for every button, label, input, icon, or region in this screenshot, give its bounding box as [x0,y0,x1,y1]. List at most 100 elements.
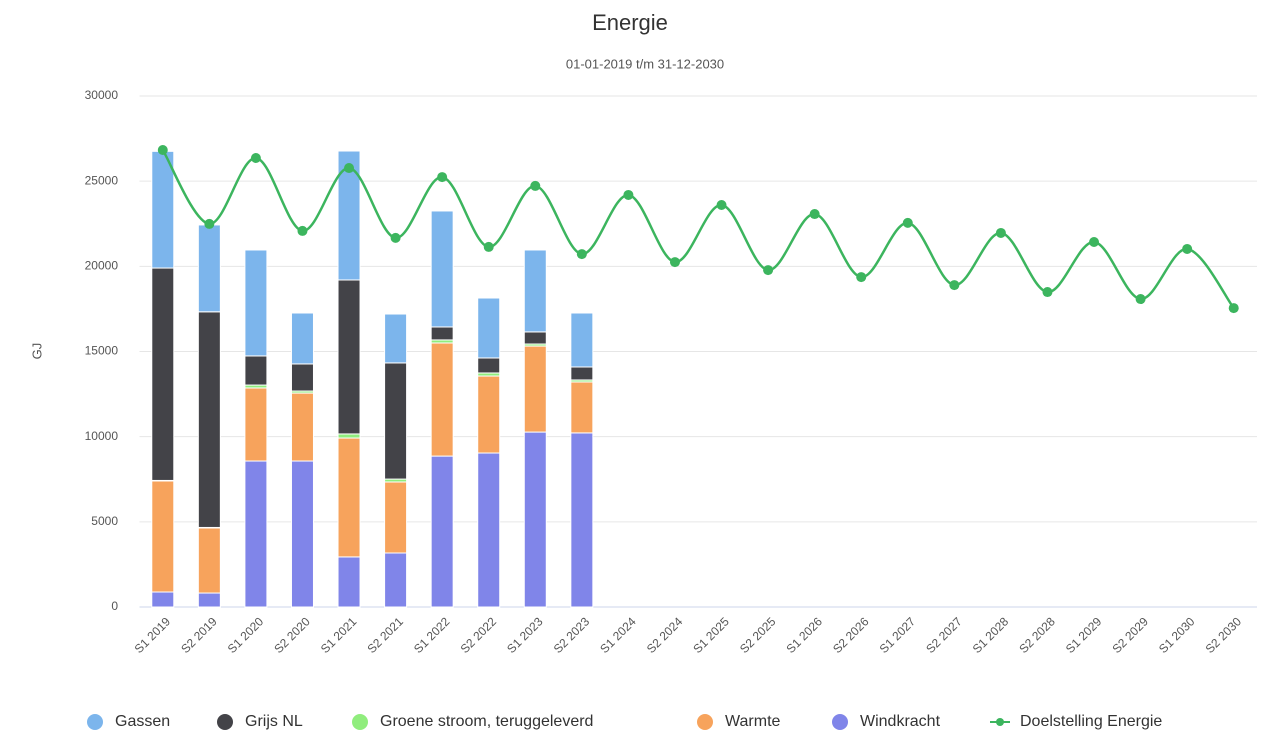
y-tick-label: 25000 [85,173,119,187]
legend-symbol [996,718,1004,726]
legend-label: Warmte [725,713,781,730]
line-marker [204,218,215,229]
x-tick-label: S1 2019 [132,614,174,656]
line-marker [716,200,727,211]
y-tick-label: 0 [111,599,118,613]
bar-segment [197,224,221,313]
bar-segment [290,363,314,392]
line-marker [763,265,774,276]
line-marker [1182,243,1193,254]
x-tick-label: S2 2027 [923,614,965,656]
line-marker [297,225,308,236]
legend-label: Doelstelling Energie [1020,713,1162,730]
x-tick-label: S1 2027 [877,614,919,656]
line-marker [902,217,913,228]
line-marker [576,249,587,260]
line-marker [344,163,355,174]
bar-segment [244,249,268,357]
line-marker [949,280,960,291]
x-tick-label: S1 2021 [318,614,360,656]
line-marker [1089,236,1100,247]
chart-title: Energie [592,10,668,35]
x-tick-label: S1 2029 [1063,614,1105,656]
legend-label: Groene stroom, teruggeleverd [380,713,593,730]
bar-segment [570,366,594,381]
line-marker [809,209,820,220]
x-tick-label: S1 2023 [504,614,546,656]
x-tick-label: S2 2023 [551,614,593,656]
bar-segment [290,460,314,608]
bar-segment [430,342,454,457]
x-tick-label: S1 2022 [411,614,453,656]
y-tick-label: 20000 [85,259,119,273]
legend-symbol [217,714,233,730]
bar-segment [570,432,594,608]
bar-segment [523,331,547,345]
bar-segment [244,355,268,386]
chart-subtitle: 01-01-2019 t/m 31-12-2030 [566,56,724,71]
bar-segment [384,362,408,480]
bar-segment [384,313,408,364]
y-axis-label: GJ [29,343,44,360]
bar-segment [337,279,361,435]
legend-item: Gassen [87,713,170,730]
x-tick-label: S2 2019 [178,614,220,656]
bar-segment [523,249,547,333]
x-tick-label: S2 2024 [644,614,686,656]
x-tick-label: S2 2026 [830,614,872,656]
bar-segment [337,437,361,558]
bar-segment [570,381,594,434]
bar-segment [151,150,175,269]
y-tick-label: 30000 [85,88,119,102]
line-marker [250,153,261,164]
bar-segment [477,297,501,359]
bar-segment [197,592,221,608]
legend-item: Doelstelling Energie [990,713,1162,730]
legend-symbol [352,714,368,730]
bar-segment [430,455,454,608]
x-tick-label: S2 2028 [1016,614,1058,656]
bar-segment [570,312,594,368]
x-tick-label: S2 2020 [271,614,313,656]
bar-segment [523,431,547,608]
bar-segment [384,552,408,608]
y-tick-label: 5000 [91,514,118,528]
y-tick-label: 10000 [85,429,119,443]
legend-item: Groene stroom, teruggeleverd [352,713,593,730]
legend-item: Grijs NL [217,713,303,730]
bar-segment [430,210,454,328]
y-tick-label: 15000 [85,344,119,358]
legend-symbol [697,714,713,730]
bar-segment [337,150,361,281]
legend-label: Gassen [115,713,170,730]
line-marker [856,272,867,283]
bar-segment [430,326,454,341]
legend-symbol [87,714,103,730]
target-line [161,149,1235,309]
bar-segment [337,556,361,608]
bar-segment [151,480,175,593]
x-tick-label: S2 2025 [737,614,779,656]
line-marker [437,172,448,183]
legend-symbol [832,714,848,730]
bar-segment [197,527,221,594]
line-marker [669,257,680,268]
bar-segment [197,311,221,528]
bar-segment [477,452,501,608]
x-tick-label: S2 2021 [364,614,406,656]
bar-segment [477,357,501,374]
bar-segment [337,433,361,439]
line-marker [1135,294,1146,305]
x-tick-label: S1 2030 [1156,614,1198,656]
x-tick-label: S2 2029 [1109,614,1151,656]
line-marker [623,189,634,200]
legend-item: Windkracht [832,713,941,730]
line-marker [157,144,168,155]
x-tick-label: S2 2030 [1203,614,1245,656]
line-marker [1042,287,1053,298]
bar-segment [290,392,314,462]
x-tick-label: S2 2022 [458,614,500,656]
line-marker [995,227,1006,238]
bar-segment [151,267,175,481]
